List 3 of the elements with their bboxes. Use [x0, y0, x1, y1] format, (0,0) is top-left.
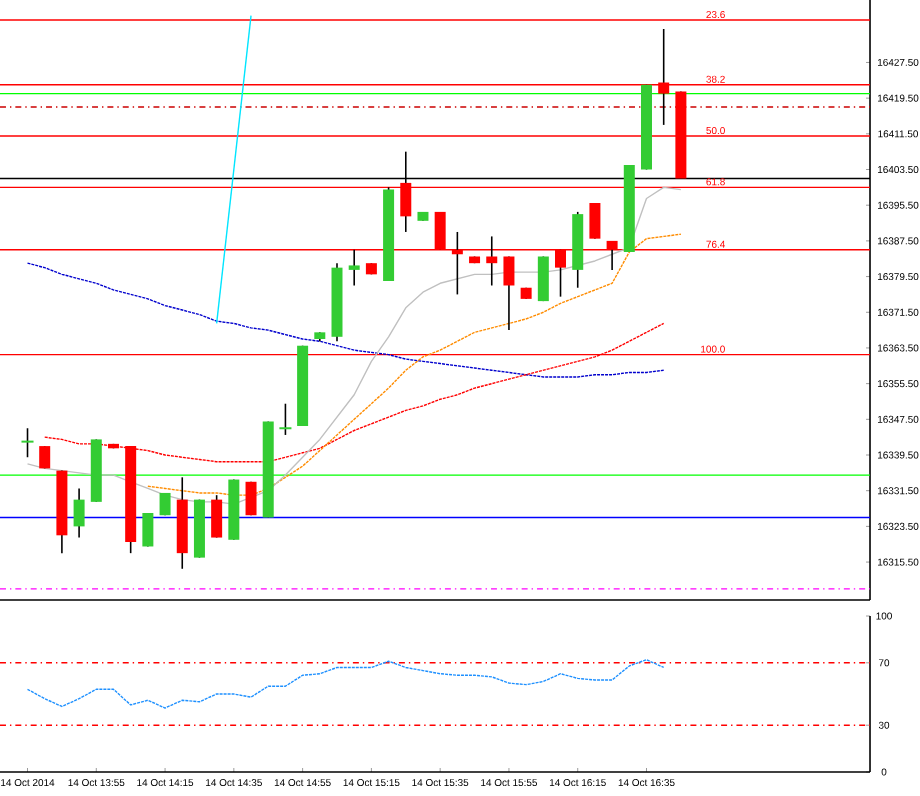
candlestick	[20, 427, 35, 459]
candlestick	[348, 249, 360, 287]
candlestick	[278, 402, 293, 436]
